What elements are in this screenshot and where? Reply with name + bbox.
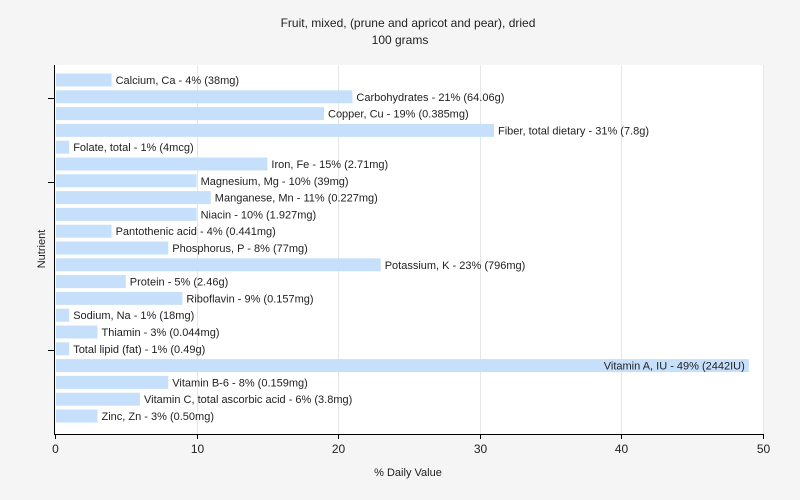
- bar: [56, 258, 381, 272]
- bar: [56, 140, 70, 154]
- bar-label: Protein - 5% (2.46g): [130, 277, 228, 289]
- bar-label: Riboflavin - 9% (0.157mg): [186, 293, 313, 305]
- bar-label: Niacin - 10% (1.927mg): [201, 209, 317, 221]
- bar: [56, 409, 98, 423]
- bar: [56, 174, 197, 188]
- x-tick-label: 30: [474, 442, 488, 456]
- bar: [56, 157, 268, 171]
- bar-label: Calcium, Ca - 4% (38mg): [116, 75, 239, 87]
- bar: [56, 375, 169, 389]
- bar: [56, 342, 70, 356]
- bar: [56, 207, 197, 221]
- x-tick-label: 20: [332, 442, 346, 456]
- x-tick-label: 10: [191, 442, 205, 456]
- chart-title: Fruit, mixed, (prune and apricot and pea…: [281, 16, 536, 30]
- bar-labels: Calcium, Ca - 4% (38mg) Carbohydrates - 2…: [73, 75, 745, 423]
- bar: [56, 325, 98, 339]
- bars: [56, 73, 749, 423]
- bar-label: Magnesium, Mg - 10% (39mg): [201, 176, 349, 188]
- bar: [56, 90, 353, 104]
- x-axis-title: % Daily Value: [374, 467, 442, 479]
- bar-label: Vitamin B-6 - 8% (0.159mg): [172, 377, 308, 389]
- bar-label: Folate, total - 1% (4mcg): [73, 142, 193, 154]
- bar: [56, 191, 211, 205]
- y-axis-title: Nutrient: [36, 230, 48, 269]
- bar: [56, 73, 112, 87]
- bar-label: Pantothenic acid - 4% (0.441mg): [116, 226, 276, 238]
- y-axis-ticks: [48, 98, 54, 351]
- bar: [56, 359, 749, 373]
- bar-label: Total lipid (fat) - 1% (0.49g): [73, 344, 205, 356]
- bar-label: Thiamin - 3% (0.044mg): [102, 327, 220, 339]
- bar: [56, 107, 324, 121]
- bar-label: Phosphorus, P - 8% (77mg): [172, 243, 308, 255]
- bar-label: Manganese, Mn - 11% (0.227mg): [215, 193, 378, 205]
- bar: [56, 291, 183, 305]
- bar: [56, 392, 140, 406]
- bar-label: Zinc, Zn - 3% (0.50mg): [102, 411, 214, 423]
- bar-label: Iron, Fe - 15% (2.71mg): [271, 159, 388, 171]
- bar-label: Carbohydrates - 21% (64.06g): [356, 92, 504, 104]
- bar-label: Fiber, total dietary - 31% (7.8g): [498, 125, 649, 137]
- bar-label: Sodium, Na - 1% (18mg): [73, 310, 194, 322]
- bar-label: Vitamin A, IU - 49% (2442IU): [604, 361, 745, 373]
- bar: [56, 275, 126, 289]
- bar: [56, 241, 169, 255]
- bar: [56, 308, 70, 322]
- bar-label: Vitamin C, total ascorbic acid - 6% (3.8…: [144, 394, 352, 406]
- x-tick-label: 50: [757, 442, 771, 456]
- bar-label: Copper, Cu - 19% (0.385mg): [328, 109, 469, 121]
- bar: [56, 224, 112, 238]
- x-tick-label: 0: [52, 442, 59, 456]
- bar-label: Potassium, K - 23% (796mg): [385, 260, 526, 272]
- chart-subtitle: 100 grams: [372, 33, 429, 47]
- x-axis-ticks: 0 10 20 30 40 50: [52, 434, 770, 456]
- x-tick-label: 40: [615, 442, 629, 456]
- bar: [56, 123, 494, 137]
